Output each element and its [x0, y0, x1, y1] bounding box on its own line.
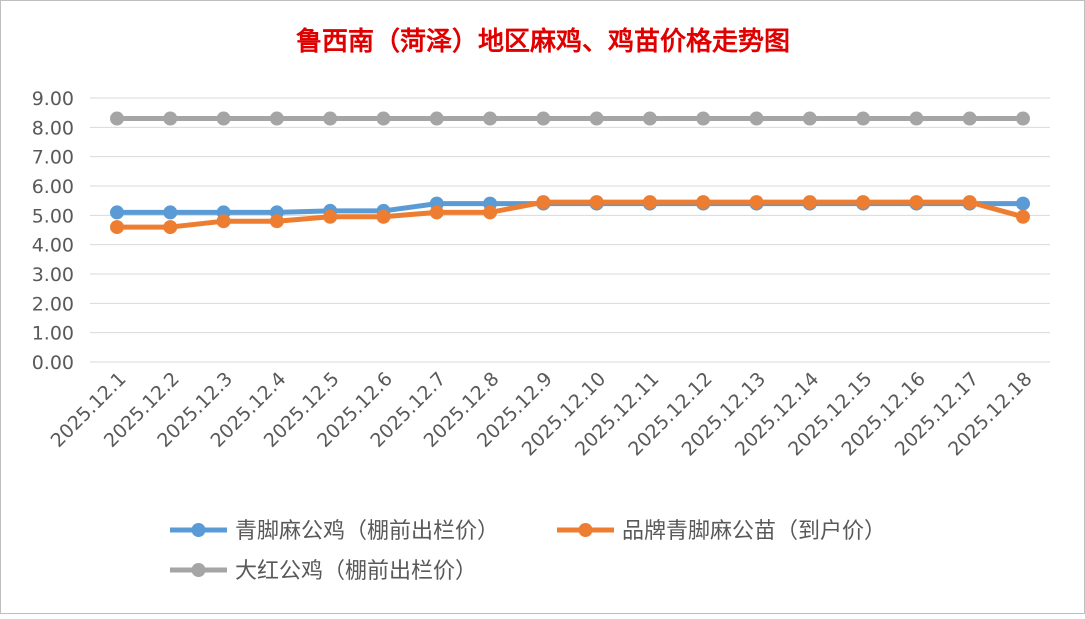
data-point — [962, 195, 977, 210]
data-point — [909, 195, 924, 210]
legend-swatch-marker — [578, 523, 593, 537]
data-point — [163, 205, 178, 220]
y-tick-label: 7.00 — [32, 147, 74, 169]
y-tick-label: 8.00 — [32, 117, 74, 139]
data-point — [110, 205, 124, 220]
legend-label: 品牌青脚麻公苗（到户价） — [622, 519, 886, 544]
data-point — [536, 111, 551, 126]
y-tick-label: 6.00 — [32, 176, 74, 198]
y-tick-label: 3.00 — [32, 264, 74, 286]
data-point — [163, 220, 178, 235]
data-point — [909, 111, 924, 126]
data-point — [216, 111, 231, 126]
data-point — [1016, 209, 1030, 224]
legend-entry: 青脚麻公鸡（棚前出栏价） — [170, 519, 499, 544]
data-point — [642, 195, 657, 210]
data-point — [856, 111, 871, 126]
data-point — [802, 111, 817, 126]
data-point — [323, 111, 338, 126]
legend-label: 青脚麻公鸡（棚前出栏价） — [235, 519, 499, 544]
data-point — [1016, 111, 1030, 126]
y-tick-label: 5.00 — [32, 205, 74, 227]
data-point — [163, 111, 178, 126]
data-point — [589, 111, 604, 126]
series-3 — [110, 111, 1030, 126]
data-point — [376, 209, 391, 224]
data-point — [856, 195, 871, 210]
legend: 青脚麻公鸡（棚前出栏价） 品牌青脚麻公苗（到户价） 大红公鸡（棚前出栏价） — [170, 519, 886, 584]
data-point — [429, 111, 444, 126]
legend-entry: 大红公鸡（棚前出栏价） — [170, 559, 477, 584]
data-point — [269, 111, 284, 126]
y-tick-label: 4.00 — [32, 235, 74, 257]
legend-swatch-marker — [191, 523, 206, 537]
data-point — [802, 195, 817, 210]
data-point — [110, 111, 124, 126]
series-2 — [110, 195, 1030, 235]
y-tick-label: 2.00 — [32, 293, 74, 315]
grid-lines — [90, 97, 1050, 363]
y-tick-label: 9.00 — [32, 88, 74, 110]
data-point — [323, 209, 338, 224]
data-point — [962, 111, 977, 126]
data-point — [749, 195, 764, 210]
data-point — [1016, 196, 1030, 211]
data-point — [642, 111, 657, 126]
data-point — [483, 205, 498, 220]
data-point — [536, 195, 551, 210]
series-lines — [110, 111, 1030, 235]
data-point — [696, 195, 711, 210]
series-line — [117, 199, 1024, 230]
data-point — [749, 111, 764, 126]
data-point — [429, 205, 444, 220]
chart-title: 鲁西南（菏泽）地区麻鸡、鸡苗价格走势图 — [296, 26, 790, 57]
data-point — [376, 111, 391, 126]
legend-swatch-marker — [191, 563, 206, 577]
data-point — [269, 214, 284, 229]
data-point — [696, 111, 711, 126]
legend-entry: 品牌青脚麻公苗（到户价） — [557, 519, 886, 544]
legend-label: 大红公鸡（棚前出栏价） — [235, 559, 477, 584]
data-point — [110, 220, 124, 235]
y-tick-label: 0.00 — [32, 352, 74, 374]
data-point — [483, 111, 498, 126]
data-point — [216, 214, 231, 229]
y-tick-label: 1.00 — [32, 323, 74, 345]
data-point — [589, 195, 604, 210]
y-axis-ticks: 0.00 1.00 2.00 3.00 4.00 5.00 6.00 7.00 8.00 9.00 — [32, 88, 74, 374]
